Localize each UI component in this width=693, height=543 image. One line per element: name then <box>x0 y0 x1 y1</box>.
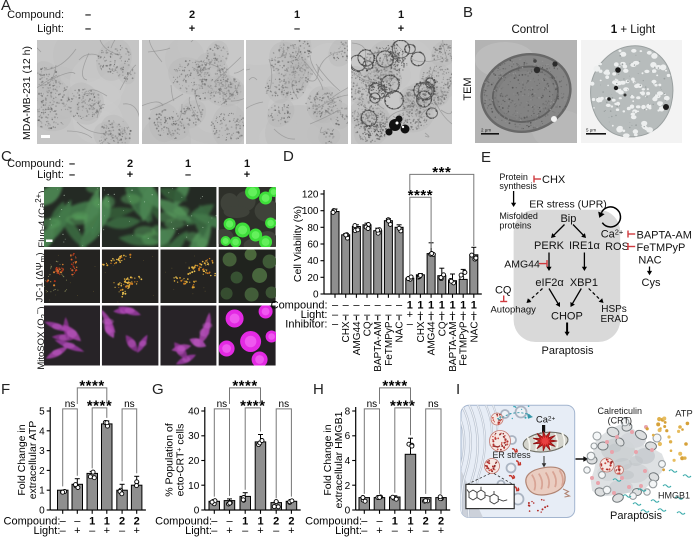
svg-text:AMG44: AMG44 <box>352 321 363 355</box>
svg-text:FeTMPyP: FeTMPyP <box>384 321 395 366</box>
svg-text:Cell Viability (%): Cell Viability (%) <box>292 206 304 282</box>
svg-text:20: 20 <box>307 273 319 284</box>
svg-text:CQ: CQ <box>437 321 448 336</box>
svg-text:NAC: NAC <box>395 321 406 342</box>
svg-text:60: 60 <box>307 240 319 251</box>
svg-text:CHX: CHX <box>416 321 427 342</box>
svg-text:–: – <box>407 318 414 330</box>
svg-text:Inhibitor:: Inhibitor: <box>285 318 327 330</box>
svg-text:BAPTA-AM: BAPTA-AM <box>373 321 384 371</box>
svg-text:BAPTA-AM: BAPTA-AM <box>448 321 459 371</box>
svg-text:120: 120 <box>302 190 319 201</box>
svg-text:5 μm: 5 μm <box>586 128 596 133</box>
svg-text:40: 40 <box>307 256 319 267</box>
svg-text:80: 80 <box>307 223 319 234</box>
svg-text:–: – <box>332 318 339 330</box>
svg-text:CHX: CHX <box>341 321 352 342</box>
svg-text:AMG44: AMG44 <box>427 321 438 355</box>
svg-text:****: **** <box>408 187 433 204</box>
svg-text:100: 100 <box>302 206 319 217</box>
svg-text:2 μm: 2 μm <box>481 128 491 133</box>
svg-text:***: *** <box>432 164 451 181</box>
svg-text:CQ: CQ <box>363 321 374 336</box>
